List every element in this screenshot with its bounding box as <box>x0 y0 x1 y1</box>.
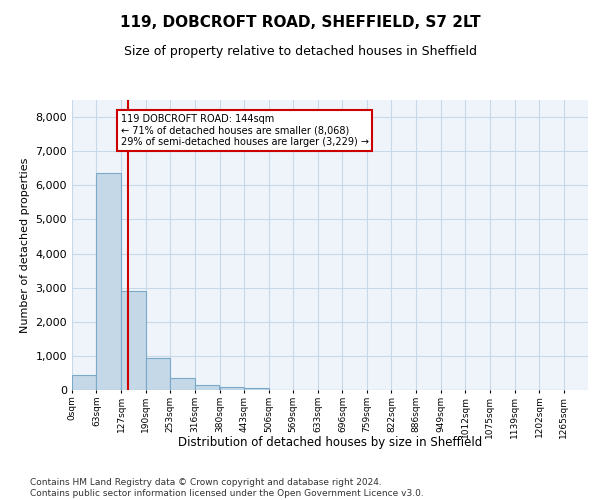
Bar <box>170 378 195 390</box>
Bar <box>244 388 269 390</box>
Text: Size of property relative to detached houses in Sheffield: Size of property relative to detached ho… <box>124 45 476 58</box>
Bar <box>121 291 146 390</box>
Text: 119, DOBCROFT ROAD, SHEFFIELD, S7 2LT: 119, DOBCROFT ROAD, SHEFFIELD, S7 2LT <box>119 15 481 30</box>
Bar <box>97 174 121 390</box>
Bar <box>220 388 244 390</box>
Bar <box>146 358 170 390</box>
Bar <box>72 374 97 390</box>
Y-axis label: Number of detached properties: Number of detached properties <box>20 158 30 332</box>
Bar <box>195 385 219 390</box>
Text: 119 DOBCROFT ROAD: 144sqm
← 71% of detached houses are smaller (8,068)
29% of se: 119 DOBCROFT ROAD: 144sqm ← 71% of detac… <box>121 114 368 147</box>
Text: Contains HM Land Registry data © Crown copyright and database right 2024.
Contai: Contains HM Land Registry data © Crown c… <box>30 478 424 498</box>
Text: Distribution of detached houses by size in Sheffield: Distribution of detached houses by size … <box>178 436 482 449</box>
